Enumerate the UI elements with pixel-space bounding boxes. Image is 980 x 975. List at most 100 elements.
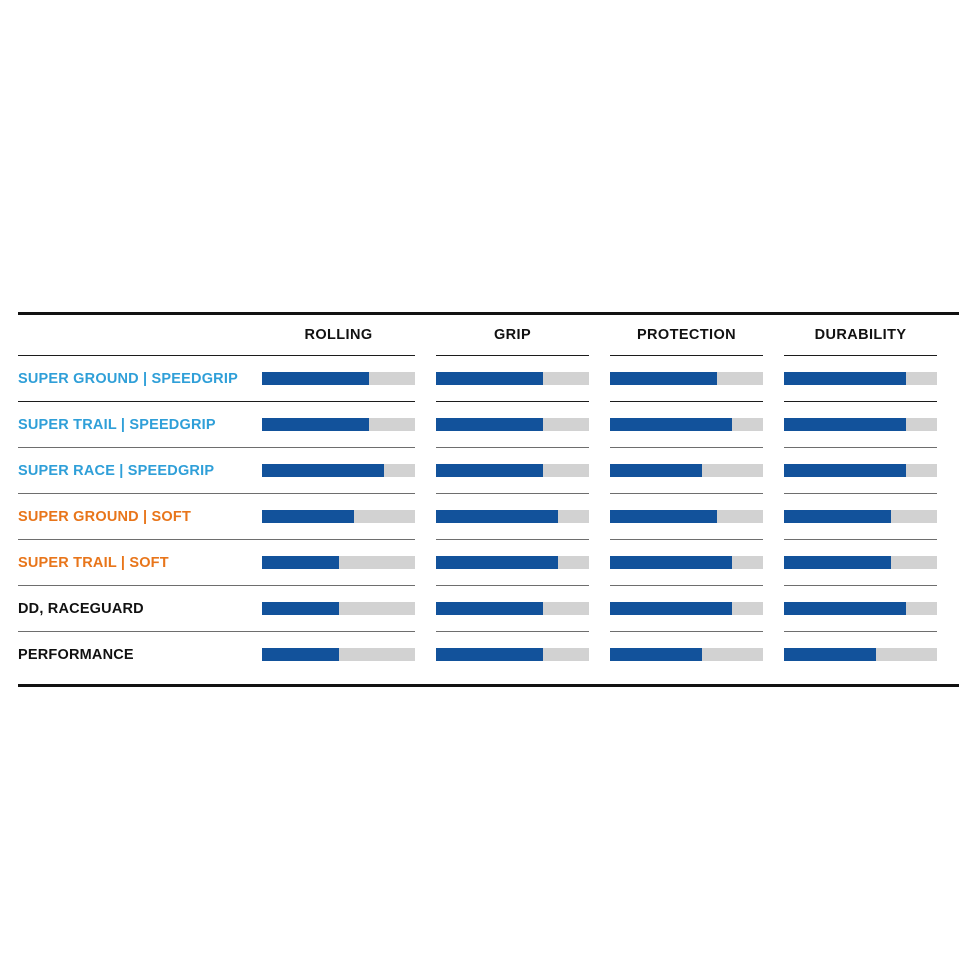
- rating-bar-track: [262, 556, 415, 569]
- rating-bar-fill: [436, 464, 544, 477]
- row-label-cell: DD, RACEGUARD: [18, 586, 262, 631]
- tire-comparison-table: ROLLING GRIP PROTECTION DURABILITY SUPER…: [18, 312, 959, 687]
- rating-cell: [262, 586, 436, 631]
- row-separator-segment: [610, 447, 784, 448]
- row-separator-segment: [436, 539, 610, 540]
- rating-cell: [610, 586, 784, 631]
- header-label-cell: [18, 315, 262, 355]
- rating-bar-track: [262, 510, 415, 523]
- rating-bar-track: [610, 464, 763, 477]
- row-separator-segment: [18, 355, 262, 356]
- rating-bar-track: [784, 556, 937, 569]
- rating-bar-track: [436, 602, 589, 615]
- row-separator-segment: [262, 631, 436, 632]
- rating-bar-fill: [436, 418, 544, 431]
- row-separator: [18, 401, 959, 402]
- rating-cell: [436, 356, 610, 401]
- rating-cell: [262, 356, 436, 401]
- rating-cell: [436, 586, 610, 631]
- row-separator-segment: [436, 631, 610, 632]
- rating-bar-track: [784, 372, 937, 385]
- rating-cell: [262, 494, 436, 539]
- table-row: SUPER RACE | SPEEDGRIP: [18, 448, 959, 493]
- table-row: DD, RACEGUARD: [18, 586, 959, 631]
- row-separator-segment: [18, 493, 262, 494]
- rating-bar-fill: [436, 648, 544, 661]
- row-separator-segment: [18, 447, 262, 448]
- row-separator-segment: [436, 493, 610, 494]
- row-separator-segment: [262, 539, 436, 540]
- rating-bar-track: [784, 648, 937, 661]
- row-label: SUPER TRAIL | SPEEDGRIP: [18, 416, 216, 433]
- rating-bar-fill: [784, 510, 892, 523]
- rating-cell: [262, 540, 436, 585]
- column-header-label: PROTECTION: [636, 327, 737, 343]
- table-row: PERFORMANCE: [18, 632, 959, 677]
- column-header-rolling: ROLLING: [262, 315, 436, 355]
- rating-bar-fill: [784, 418, 907, 431]
- column-header-protection: PROTECTION: [610, 315, 784, 355]
- rating-cell: [436, 402, 610, 447]
- rating-bar-track: [784, 464, 937, 477]
- row-separator: [18, 539, 959, 540]
- row-separator-segment: [262, 401, 436, 402]
- rating-cell: [436, 540, 610, 585]
- rating-bar-fill: [610, 418, 733, 431]
- rating-bar-fill: [262, 418, 370, 431]
- row-separator-segment: [610, 401, 784, 402]
- row-separator: [18, 585, 959, 586]
- rating-bar-track: [610, 372, 763, 385]
- rating-bar-fill: [610, 464, 702, 477]
- row-label: SUPER TRAIL | SOFT: [18, 554, 169, 571]
- rating-bar-fill: [262, 372, 370, 385]
- rating-bar-fill: [610, 556, 733, 569]
- row-separator-segment: [784, 585, 958, 586]
- rating-cell: [436, 632, 610, 677]
- row-separator-segment: [436, 585, 610, 586]
- row-separator-segment: [262, 447, 436, 448]
- rating-bar-track: [262, 602, 415, 615]
- row-separator-segment: [18, 585, 262, 586]
- rating-cell: [610, 540, 784, 585]
- rating-bar-track: [610, 418, 763, 431]
- column-header-label: DURABILITY: [814, 327, 907, 343]
- row-label: SUPER RACE | SPEEDGRIP: [18, 462, 215, 479]
- rating-bar-fill: [436, 556, 559, 569]
- table-top-rule: [18, 312, 959, 315]
- rating-bar-fill: [784, 372, 907, 385]
- row-separator-segment: [436, 355, 610, 356]
- row-label: PERFORMANCE: [18, 646, 134, 663]
- rating-cell: [610, 402, 784, 447]
- table-body: SUPER GROUND | SPEEDGRIP SUPER TRAIL | SP…: [18, 355, 959, 677]
- column-header-durability: DURABILITY: [784, 315, 958, 355]
- rating-cell: [610, 494, 784, 539]
- rating-bar-fill: [262, 464, 385, 477]
- row-label-cell: SUPER RACE | SPEEDGRIP: [18, 448, 262, 493]
- row-label-cell: SUPER GROUND | SOFT: [18, 494, 262, 539]
- rating-cell: [784, 632, 958, 677]
- rating-cell: [436, 494, 610, 539]
- column-header-label: GRIP: [493, 327, 532, 343]
- rating-bar-fill: [436, 602, 544, 615]
- row-label-cell: PERFORMANCE: [18, 632, 262, 677]
- row-separator-segment: [610, 355, 784, 356]
- rating-cell: [610, 356, 784, 401]
- rating-cell: [784, 494, 958, 539]
- row-separator-segment: [610, 493, 784, 494]
- rating-cell: [784, 356, 958, 401]
- rating-cell: [610, 632, 784, 677]
- rating-cell: [784, 586, 958, 631]
- rating-bar-fill: [784, 602, 907, 615]
- row-separator-segment: [610, 539, 784, 540]
- rating-cell: [784, 402, 958, 447]
- rating-bar-fill: [262, 602, 339, 615]
- row-separator-segment: [436, 447, 610, 448]
- rating-cell: [784, 540, 958, 585]
- column-header-grip: GRIP: [436, 315, 610, 355]
- row-separator-segment: [262, 355, 436, 356]
- rating-bar-track: [262, 418, 415, 431]
- rating-bar-fill: [436, 372, 544, 385]
- row-separator-segment: [436, 401, 610, 402]
- rating-bar-track: [436, 648, 589, 661]
- rating-bar-track: [436, 372, 589, 385]
